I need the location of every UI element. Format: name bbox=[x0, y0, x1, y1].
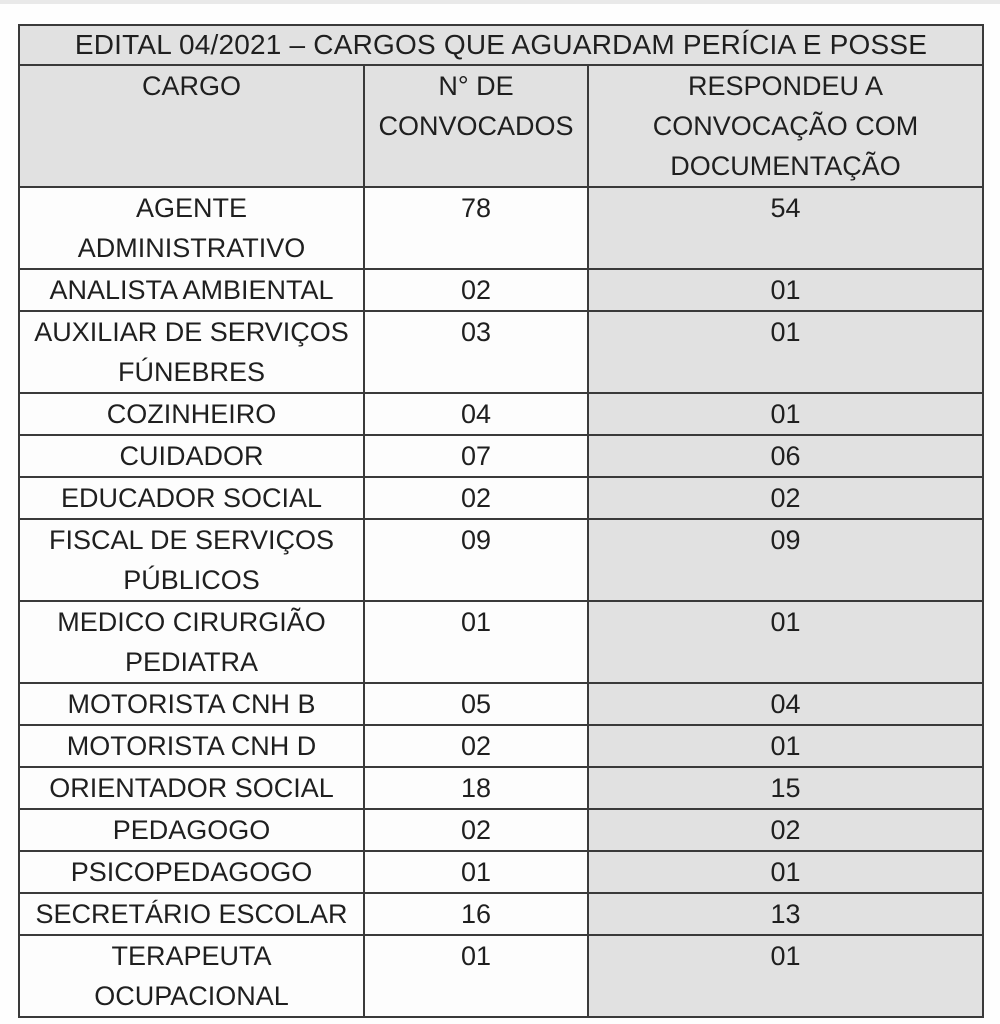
cargo-cell: CUIDADOR bbox=[18, 434, 365, 478]
cargo-cell: COZINHEIRO bbox=[18, 392, 365, 436]
respondeu-cell: 02 bbox=[587, 808, 984, 852]
table-row: MEDICO CIRURGIÃO PEDIATRA 01 01 bbox=[18, 600, 984, 684]
convocation-table: EDITAL 04/2021 – CARGOS QUE AGUARDAM PER… bbox=[18, 24, 984, 1018]
convocados-cell: 04 bbox=[363, 392, 589, 436]
cargo-cell: AGENTE ADMINISTRATIVO bbox=[18, 186, 365, 270]
table-title-row: EDITAL 04/2021 – CARGOS QUE AGUARDAM PER… bbox=[18, 24, 984, 66]
convocados-cell: 02 bbox=[363, 808, 589, 852]
table-row: TERAPEUTA OCUPACIONAL 01 01 bbox=[18, 934, 984, 1018]
cargo-cell: MOTORISTA CNH D bbox=[18, 724, 365, 768]
table-row: AGENTE ADMINISTRATIVO 78 54 bbox=[18, 186, 984, 270]
cargo-cell: MEDICO CIRURGIÃO PEDIATRA bbox=[18, 600, 365, 684]
convocados-cell: 01 bbox=[363, 934, 589, 1018]
respondeu-cell: 01 bbox=[587, 392, 984, 436]
respondeu-cell: 13 bbox=[587, 892, 984, 936]
cargo-cell: PEDAGOGO bbox=[18, 808, 365, 852]
convocados-cell: 02 bbox=[363, 724, 589, 768]
cargo-cell: EDUCADOR SOCIAL bbox=[18, 476, 365, 520]
table-header-row: CARGO N° DE CONVOCADOS RESPONDEU A CONVO… bbox=[18, 64, 984, 188]
convocados-cell: 18 bbox=[363, 766, 589, 810]
respondeu-cell: 15 bbox=[587, 766, 984, 810]
table-row: SECRETÁRIO ESCOLAR 16 13 bbox=[18, 892, 984, 936]
convocados-cell: 01 bbox=[363, 850, 589, 894]
convocados-cell: 07 bbox=[363, 434, 589, 478]
column-header-respondeu: RESPONDEU A CONVOCAÇÃO COM DOCUMENTAÇÃO bbox=[587, 64, 984, 188]
table-row: FISCAL DE SERVIÇOS PÚBLICOS 09 09 bbox=[18, 518, 984, 602]
convocados-cell: 05 bbox=[363, 682, 589, 726]
respondeu-cell: 06 bbox=[587, 434, 984, 478]
convocados-cell: 02 bbox=[363, 268, 589, 312]
respondeu-cell: 02 bbox=[587, 476, 984, 520]
cargo-cell: ANALISTA AMBIENTAL bbox=[18, 268, 365, 312]
cargo-cell: AUXILIAR DE SERVIÇOS FÚNEBRES bbox=[18, 310, 365, 394]
respondeu-cell: 01 bbox=[587, 850, 984, 894]
table-row: PEDAGOGO 02 02 bbox=[18, 808, 984, 852]
cargo-cell: PSICOPEDAGOGO bbox=[18, 850, 365, 894]
table-row: AUXILIAR DE SERVIÇOS FÚNEBRES 03 01 bbox=[18, 310, 984, 394]
table-row: CUIDADOR 07 06 bbox=[18, 434, 984, 478]
page-top-edge bbox=[0, 0, 1000, 4]
respondeu-cell: 01 bbox=[587, 600, 984, 684]
convocados-cell: 02 bbox=[363, 476, 589, 520]
cargo-cell: MOTORISTA CNH B bbox=[18, 682, 365, 726]
respondeu-cell: 01 bbox=[587, 724, 984, 768]
table-row: EDUCADOR SOCIAL 02 02 bbox=[18, 476, 984, 520]
cargo-cell: ORIENTADOR SOCIAL bbox=[18, 766, 365, 810]
convocados-cell: 01 bbox=[363, 600, 589, 684]
table-row: PSICOPEDAGOGO 01 01 bbox=[18, 850, 984, 894]
column-header-cargo: CARGO bbox=[18, 64, 365, 188]
respondeu-cell: 04 bbox=[587, 682, 984, 726]
column-header-convocados: N° DE CONVOCADOS bbox=[363, 64, 589, 188]
respondeu-cell: 01 bbox=[587, 268, 984, 312]
convocados-cell: 78 bbox=[363, 186, 589, 270]
table-row: MOTORISTA CNH B 05 04 bbox=[18, 682, 984, 726]
cargo-cell: FISCAL DE SERVIÇOS PÚBLICOS bbox=[18, 518, 365, 602]
cargo-cell: TERAPEUTA OCUPACIONAL bbox=[18, 934, 365, 1018]
table-row: MOTORISTA CNH D 02 01 bbox=[18, 724, 984, 768]
table-row: ANALISTA AMBIENTAL 02 01 bbox=[18, 268, 984, 312]
convocados-cell: 16 bbox=[363, 892, 589, 936]
table-body: AGENTE ADMINISTRATIVO 78 54 ANALISTA AMBIEN… bbox=[18, 186, 984, 1018]
respondeu-cell: 01 bbox=[587, 934, 984, 1018]
respondeu-cell: 54 bbox=[587, 186, 984, 270]
table-row: COZINHEIRO 04 01 bbox=[18, 392, 984, 436]
respondeu-cell: 01 bbox=[587, 310, 984, 394]
convocados-cell: 09 bbox=[363, 518, 589, 602]
cargo-cell: SECRETÁRIO ESCOLAR bbox=[18, 892, 365, 936]
table-title: EDITAL 04/2021 – CARGOS QUE AGUARDAM PER… bbox=[18, 24, 984, 66]
convocados-cell: 03 bbox=[363, 310, 589, 394]
respondeu-cell: 09 bbox=[587, 518, 984, 602]
table-row: ORIENTADOR SOCIAL 18 15 bbox=[18, 766, 984, 810]
